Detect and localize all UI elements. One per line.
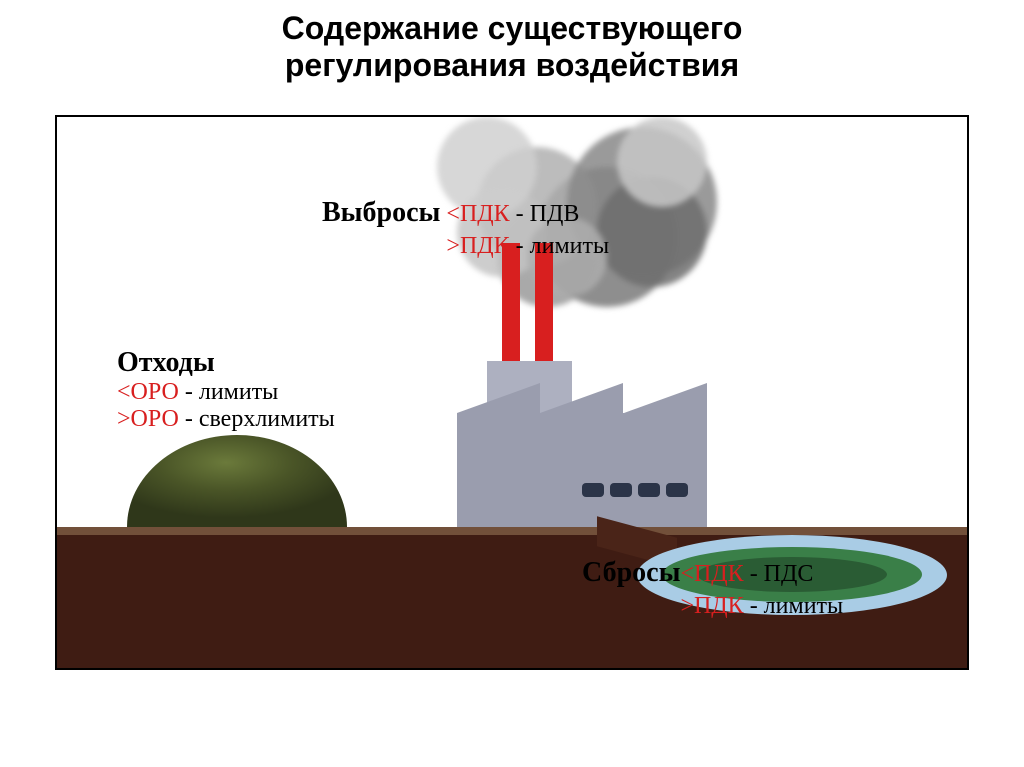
factory-roof	[457, 383, 707, 413]
emissions-label: Выбросы <ПДК - ПДВ Выбросы >ПДК - лимиты	[322, 197, 609, 261]
emissions-pdv: - ПДВ	[510, 201, 580, 227]
title-line2: регулирования воздействия	[285, 47, 739, 83]
emissions-limits: - лимиты	[510, 233, 609, 259]
factory	[457, 413, 707, 527]
discharge-limits: - лимиты	[744, 593, 843, 619]
discharge-pdk-lt: <ПДК	[680, 561, 743, 587]
waste-label: Отходы <ОРО - лимиты >ОРО - сверхлимиты	[117, 347, 335, 433]
emissions-pdk-gt: >ПДК	[446, 233, 509, 259]
discharge-pdk-gt: >ПДК	[680, 593, 743, 619]
page-title: Содержание существующего регулирования в…	[0, 0, 1024, 84]
discharge-label: Сбросы<ПДК - ПДС Сбросы>ПДК - лимиты	[582, 557, 843, 621]
factory-body	[457, 413, 707, 527]
ground-top	[57, 527, 967, 535]
discharge-pds: - ПДС	[744, 561, 814, 587]
diagram-frame: Выбросы <ПДК - ПДВ Выбросы >ПДК - лимиты…	[55, 115, 969, 670]
waste-oro-gt: >ОРО	[117, 406, 179, 432]
emissions-pdk-lt: <ПДК	[446, 201, 509, 227]
waste-oro-lt: <ОРО	[117, 379, 179, 405]
waste-title: Отходы	[117, 347, 335, 379]
waste-limits: - лимиты	[179, 379, 278, 405]
factory-windows	[582, 483, 688, 497]
waste-overlimits: - сверхлимиты	[179, 406, 335, 432]
waste-mound	[127, 435, 347, 527]
discharge-title: Сбросы	[582, 557, 680, 588]
emissions-title: Выбросы	[322, 197, 440, 228]
title-line1: Содержание существующего	[282, 10, 743, 46]
